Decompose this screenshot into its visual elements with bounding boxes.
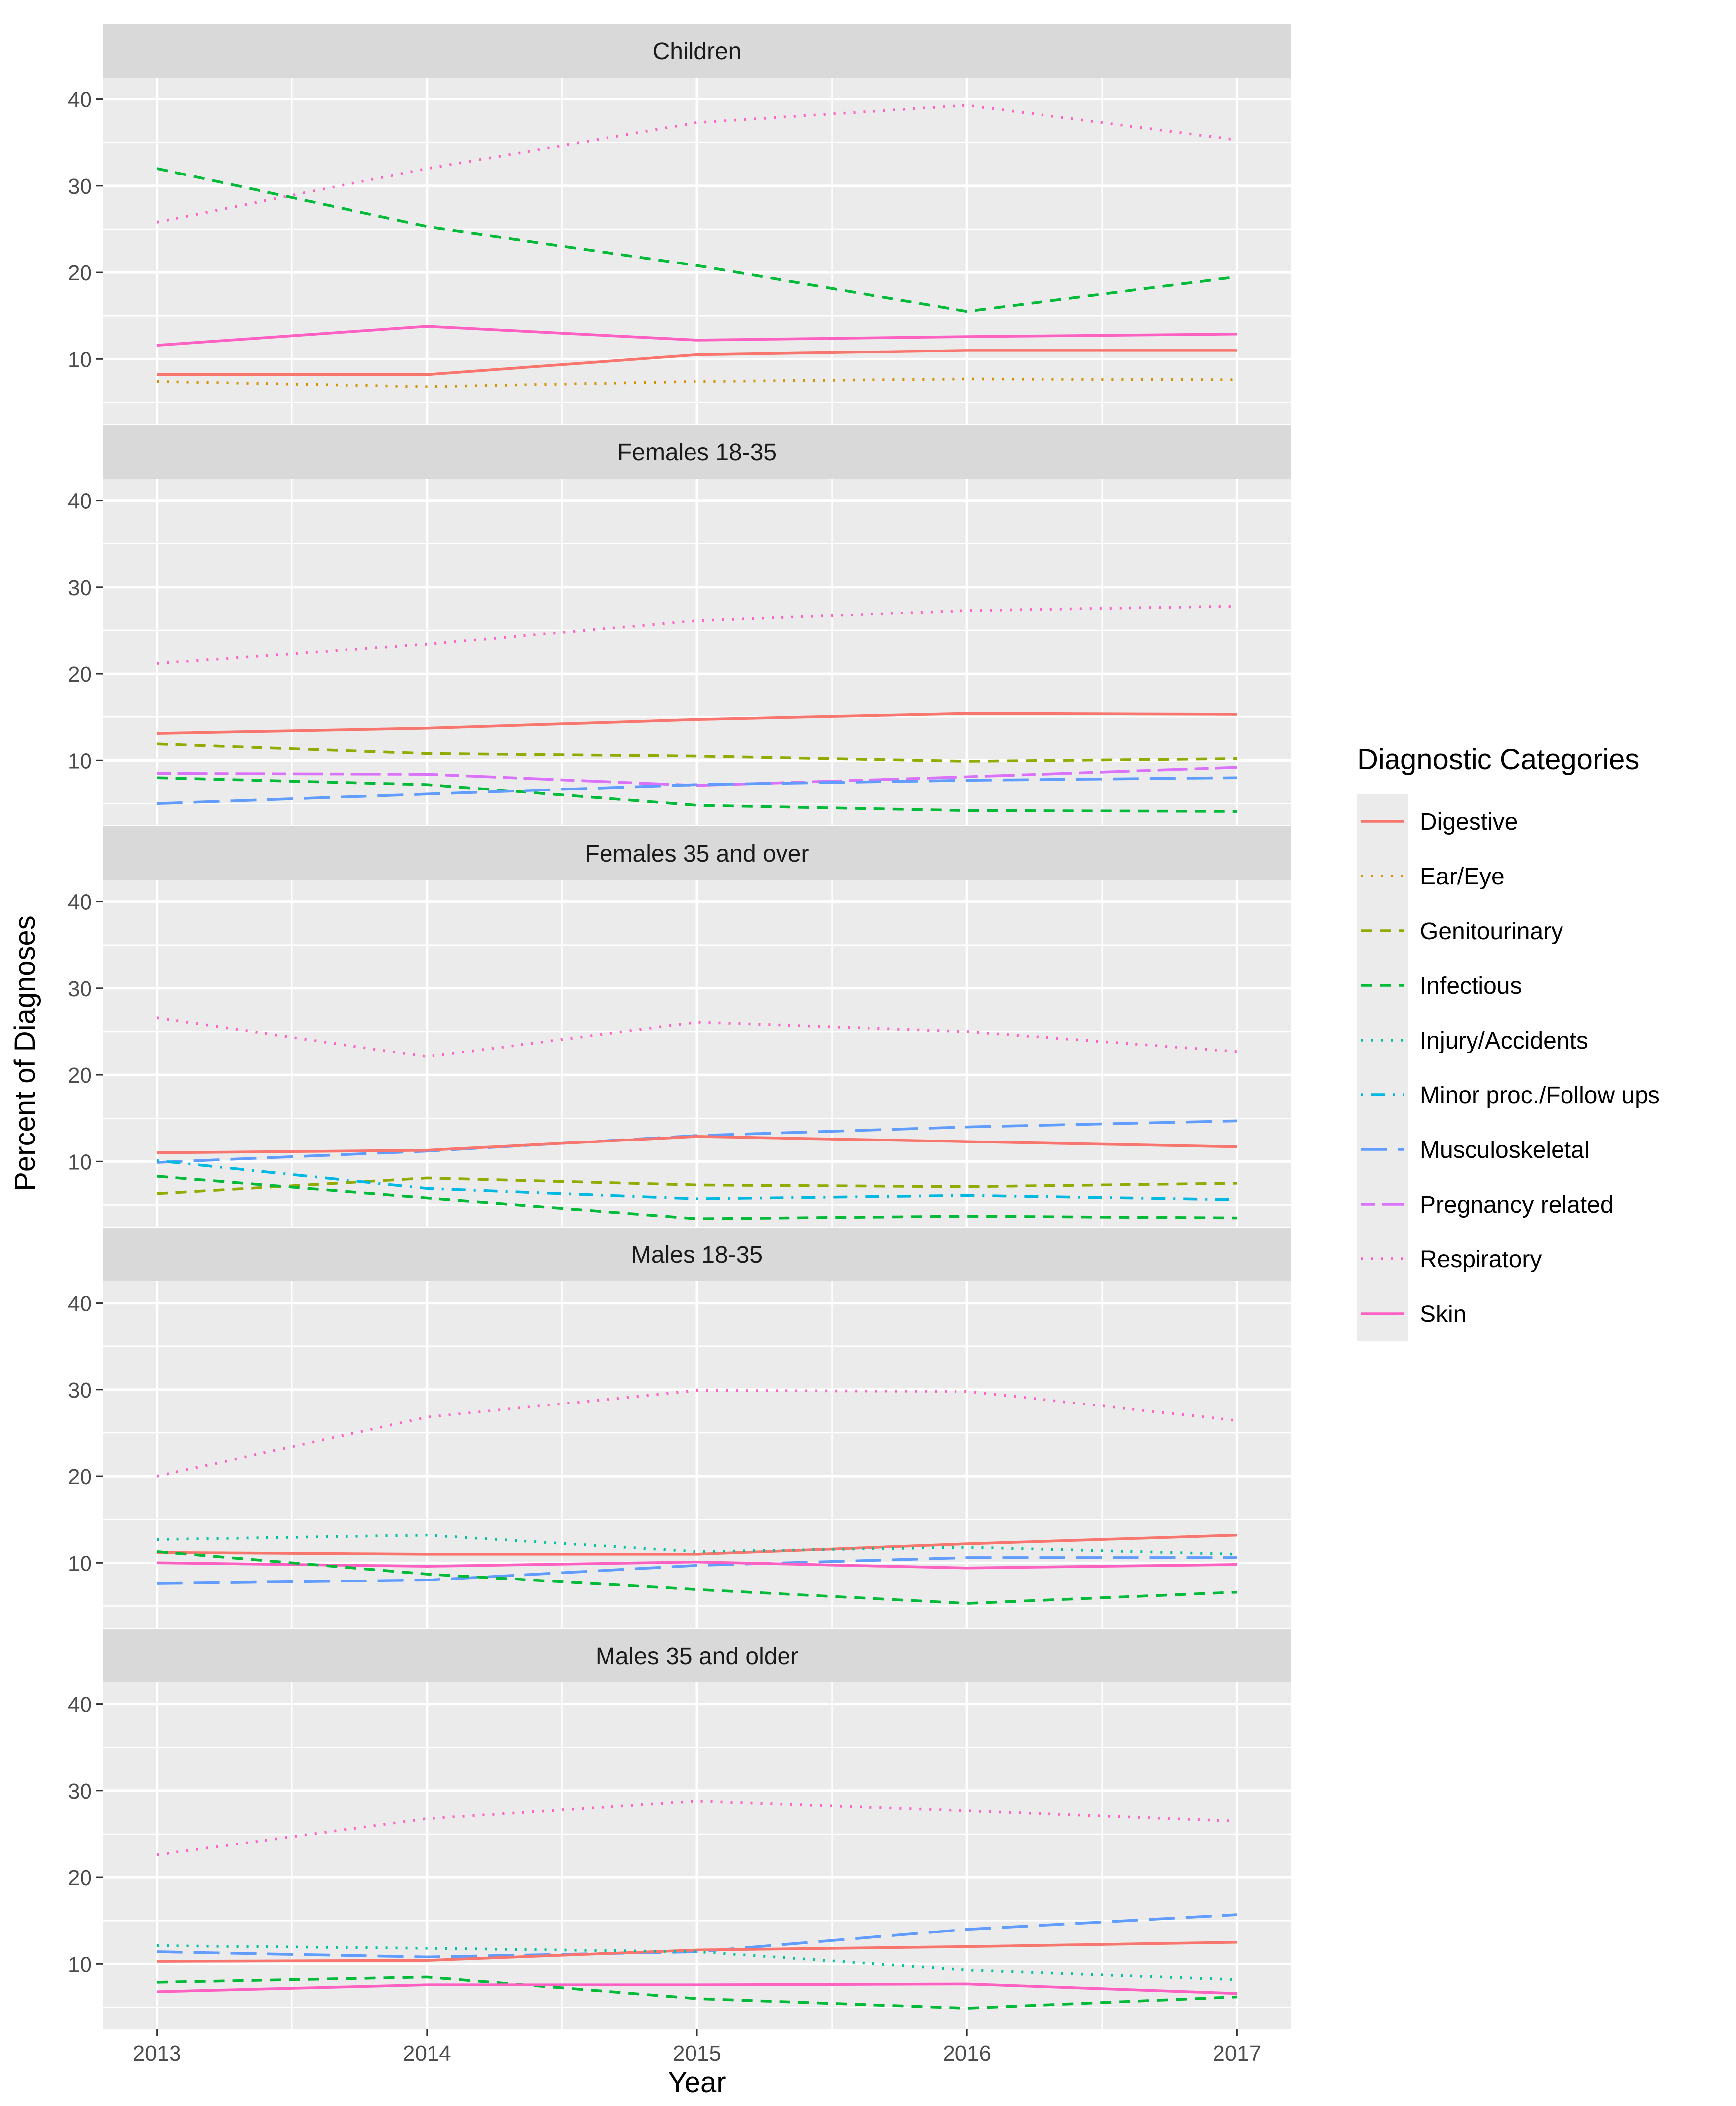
y-tick-label: 40	[68, 88, 92, 112]
y-tick-label: 40	[68, 1693, 92, 1717]
y-tick-label: 30	[68, 1378, 92, 1403]
legend-label: Respiratory	[1420, 1246, 1542, 1273]
y-tick-label: 20	[68, 261, 92, 285]
x-tick-label: 2014	[403, 2041, 451, 2066]
legend-item-digestive: Digestive	[1357, 794, 1518, 849]
facet-panel-children: Children 10 20 30 40	[68, 24, 1291, 424]
legend-label: Ear/Eye	[1420, 864, 1505, 890]
y-tick-label: 40	[68, 1292, 92, 1316]
series-line-infectious	[157, 1975, 1237, 2010]
facet-strip	[103, 24, 1291, 78]
series-line-minor-proc-follow-ups	[157, 1159, 1237, 1201]
legend-label: Skin	[1420, 1301, 1466, 1327]
series-line-infectious	[157, 776, 1237, 813]
facet-title: Females 35 and over	[585, 841, 809, 867]
legend-item-skin: Skin	[1357, 1286, 1466, 1341]
shared-axes: 2013 2014 2015 2016 2017 Year Percent of Diagn…	[9, 915, 1261, 2099]
facet-panel-males-35-and-older: Males 35 and older 10 20 30 40	[68, 1629, 1291, 2029]
x-tick-label: 2013	[133, 2041, 181, 2066]
y-tick-label: 20	[68, 1866, 92, 1890]
legend-item-minor-proc-follow-ups: Minor proc./Follow ups	[1357, 1067, 1660, 1122]
y-tick-label: 20	[68, 1465, 92, 1489]
series-line-genitourinary	[157, 742, 1237, 763]
x-tick-label: 2017	[1213, 2041, 1261, 2066]
facet-panel-females-35-and-over: Females 35 and over 10 20 30 40	[68, 826, 1291, 1227]
legend-item-genitourinary: Genitourinary	[1357, 903, 1563, 958]
series-line-respiratory	[157, 605, 1237, 665]
series-line-genitourinary	[157, 1176, 1237, 1195]
series-line-infectious	[157, 1550, 1237, 1605]
legend-label: Infectious	[1420, 973, 1522, 999]
facet-panel-males-18-35: Males 18-35 10 20 30 40	[68, 1228, 1291, 1628]
series-line-infectious	[157, 1175, 1237, 1221]
facet-strip	[103, 1629, 1291, 1682]
y-axis-title: Percent of Diagnoses	[9, 915, 41, 1191]
series-line-respiratory	[157, 1016, 1237, 1058]
series-line-skin	[157, 1560, 1237, 1570]
y-tick-label: 10	[68, 749, 92, 773]
y-tick-label: 20	[68, 1063, 92, 1088]
legend-label: Musculoskeletal	[1420, 1137, 1589, 1163]
x-tick-label: 2015	[673, 2041, 721, 2066]
series-line-musculoskeletal	[157, 1913, 1237, 1959]
facet-title: Males 18-35	[631, 1242, 763, 1268]
legend-label: Injury/Accidents	[1420, 1028, 1588, 1054]
series-line-digestive	[157, 1533, 1237, 1556]
y-tick-label: 30	[68, 175, 92, 199]
series-line-respiratory	[157, 1389, 1237, 1478]
legend-item-ear-eye: Ear/Eye	[1357, 849, 1505, 903]
y-tick-label: 40	[68, 890, 92, 915]
y-tick-label: 30	[68, 1779, 92, 1804]
series-line-digestive	[157, 349, 1237, 376]
legend-label: Minor proc./Follow ups	[1420, 1082, 1660, 1109]
series-line-ear-eye	[157, 377, 1237, 388]
legend-item-musculoskeletal: Musculoskeletal	[1357, 1122, 1589, 1177]
y-tick-label: 10	[68, 1551, 92, 1576]
series-line-digestive	[157, 712, 1237, 735]
y-tick-label: 10	[68, 348, 92, 372]
legend: Diagnostic Categories Digestive Ear/Eye Gen…	[1357, 743, 1660, 1341]
series-line-musculoskeletal	[157, 776, 1237, 805]
series-line-digestive	[157, 1941, 1237, 1963]
series-line-digestive	[157, 1135, 1237, 1154]
y-tick-label: 10	[68, 1952, 92, 1977]
x-tick-label: 2016	[943, 2041, 991, 2066]
legend-label: Digestive	[1420, 809, 1518, 835]
y-tick-label: 40	[68, 489, 92, 514]
y-tick-label: 30	[68, 576, 92, 600]
facet-strip	[103, 1228, 1291, 1281]
legend-item-injury-accidents: Injury/Accidents	[1357, 1013, 1588, 1067]
facet-panel-females-18-35: Females 18-35 10 20 30 40	[68, 425, 1291, 825]
y-tick-label: 30	[68, 977, 92, 1001]
series-line-injury-accidents	[157, 1944, 1237, 1981]
facet-strip	[103, 425, 1291, 479]
legend-label: Genitourinary	[1420, 918, 1563, 945]
y-tick-label: 10	[68, 1150, 92, 1174]
series-line-infectious	[157, 167, 1237, 313]
legend-title: Diagnostic Categories	[1357, 743, 1639, 776]
series-line-injury-accidents	[157, 1533, 1237, 1556]
legend-label: Pregnancy related	[1420, 1192, 1614, 1218]
facet-title: Males 35 and older	[596, 1643, 798, 1669]
x-axis-title: Year	[668, 2066, 726, 2099]
legend-item-respiratory: Respiratory	[1357, 1231, 1542, 1286]
series-line-skin	[157, 1982, 1237, 1995]
legend-item-pregnancy-related: Pregnancy related	[1357, 1177, 1614, 1231]
facet-strip	[103, 826, 1291, 880]
series-line-musculoskeletal	[157, 1556, 1237, 1585]
y-tick-label: 20	[68, 662, 92, 687]
legend-item-infectious: Infectious	[1357, 958, 1522, 1013]
facet-title: Children	[653, 38, 742, 65]
facet-title: Females 18-35	[617, 439, 777, 466]
series-line-skin	[157, 325, 1237, 347]
